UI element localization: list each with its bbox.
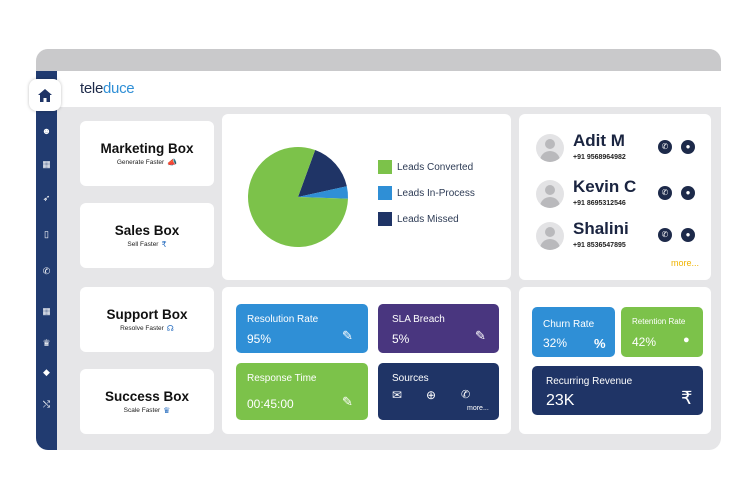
home-icon <box>38 88 52 102</box>
pie-slice-leads-in-process[interactable] <box>298 186 348 199</box>
churn-rate-tile[interactable]: Churn Rate 32% % <box>532 307 615 357</box>
legend-item-missed: Leads Missed <box>378 212 459 226</box>
legend-swatch <box>378 212 392 226</box>
box-subtitle: Generate Faster <box>116 158 165 166</box>
percent-icon: % <box>594 336 606 351</box>
email-icon[interactable]: ✉ <box>392 388 403 402</box>
mobile-icon[interactable]: ▯ <box>44 229 49 239</box>
contact-item[interactable]: Shalini +91 8536547895 ✆ ● <box>536 218 706 254</box>
app-logo[interactable]: teleduce <box>80 80 135 97</box>
tile-label: Response Time <box>247 373 317 384</box>
legend-item-in-process: Leads In-Process <box>378 186 475 200</box>
contact-phone: +91 9568964982 <box>573 154 626 161</box>
avatar <box>536 222 564 250</box>
contact-name: Shalini <box>573 219 629 238</box>
legend-label: Leads In-Process <box>397 187 475 199</box>
sla-breach-tile[interactable]: SLA Breach 5% ✎ <box>378 304 499 353</box>
trophy-icon[interactable]: ♛ <box>42 338 51 348</box>
tile-label: SLA Breach <box>392 314 445 325</box>
header-bar <box>57 71 721 107</box>
contact-name: Kevin C <box>573 177 637 196</box>
pie-slice-leads-missed[interactable] <box>298 150 347 197</box>
tile-label: Resolution Rate <box>247 314 319 325</box>
sources-more-link[interactable]: more... <box>467 405 489 412</box>
support-box-card[interactable]: Support Box Resolve Faster ☊ <box>80 287 214 352</box>
phone-icon[interactable]: ✆ <box>461 389 471 401</box>
box-title: Marketing Box <box>100 140 194 156</box>
box-subtitle: Scale Faster <box>123 406 161 414</box>
contact-phone: +91 8695312546 <box>573 200 626 207</box>
tile-value: 42% <box>632 335 657 349</box>
legend-swatch <box>378 160 392 174</box>
tile-label: Churn Rate <box>543 319 595 330</box>
leads-pie-chart <box>248 147 348 247</box>
ticket-icon: ✎ <box>342 394 353 409</box>
retention-rate-tile[interactable]: Retention Rate 42% ● <box>621 307 703 357</box>
tile-value: 95% <box>247 332 272 346</box>
rocket-icon[interactable]: ➶ <box>42 193 51 203</box>
box-subtitle: Sell Faster <box>127 240 159 248</box>
contact-name: Adit M <box>573 131 625 150</box>
sidebar: ☻ ▦ ➶ ▯ ✆ ▦ ♛ ◆ ⤭ <box>36 71 57 450</box>
contact-item[interactable]: Adit M +91 9568964982 ✆ ● <box>536 130 706 166</box>
chat-icon[interactable]: ● <box>681 186 695 200</box>
grid-icon[interactable]: ▦ <box>42 159 51 169</box>
tile-value: 00:45:00 <box>247 397 294 411</box>
legend-item-converted: Leads Converted <box>378 160 473 174</box>
contact-item[interactable]: Kevin C +91 8695312546 ✆ ● <box>536 176 706 212</box>
headset-icon: ☊ <box>166 323 174 333</box>
tile-label: Sources <box>392 373 429 384</box>
rupee-icon: ₹ <box>681 388 693 408</box>
ticket-icon: ✎ <box>475 328 486 343</box>
globe-icon[interactable]: ⊕ <box>426 388 437 402</box>
megaphone-icon: 📣 <box>167 157 178 167</box>
window-title-bar <box>36 49 721 71</box>
chat-icon[interactable]: ● <box>681 228 695 242</box>
box-title: Sales Box <box>114 222 180 238</box>
tile-label: Recurring Revenue <box>546 376 633 387</box>
tile-label: Retention Rate <box>632 317 686 326</box>
call-icon[interactable]: ✆ <box>658 228 672 242</box>
rupee-icon: ₹ <box>161 239 167 249</box>
pie-slice-leads-converted[interactable] <box>248 147 348 247</box>
tag-icon[interactable]: ◆ <box>43 367 50 377</box>
success-box-card[interactable]: Success Box Scale Faster ♛ <box>80 369 214 434</box>
contact-phone: +91 8536547895 <box>573 242 626 249</box>
sources-tile[interactable]: Sources ✉ ⊕ ✆ more... <box>378 363 499 420</box>
shuffle-icon[interactable]: ⤭ <box>42 399 51 409</box>
response-time-tile[interactable]: Response Time 00:45:00 ✎ <box>236 363 368 420</box>
avatar <box>536 134 564 162</box>
recurring-revenue-tile[interactable]: Recurring Revenue 23K ₹ <box>532 366 703 415</box>
box-subtitle: Resolve Faster <box>120 324 164 332</box>
sales-box-card[interactable]: Sales Box Sell Faster ₹ <box>80 203 214 268</box>
group-icon[interactable]: ☻ <box>41 126 52 136</box>
home-button[interactable] <box>29 79 61 111</box>
legend-label: Leads Missed <box>397 213 459 225</box>
trophy-icon: ♛ <box>163 405 171 415</box>
call-icon[interactable]: ✆ <box>658 186 672 200</box>
chat-icon[interactable]: ● <box>681 140 695 154</box>
apps-icon[interactable]: ▦ <box>42 306 51 316</box>
box-title: Support Box <box>106 306 188 322</box>
user-icon: ● <box>683 334 690 346</box>
tile-value: 32% <box>543 336 568 350</box>
tile-value: 5% <box>392 332 410 346</box>
contacts-more-link[interactable]: more... <box>671 258 700 268</box>
legend-swatch <box>378 186 392 200</box>
call-icon[interactable]: ✆ <box>658 140 672 154</box>
legend-label: Leads Converted <box>397 161 474 173</box>
tile-value: 23K <box>546 392 575 409</box>
box-title: Success Box <box>104 388 190 404</box>
resolution-rate-tile[interactable]: Resolution Rate 95% ✎ <box>236 304 368 353</box>
phone-icon[interactable]: ✆ <box>42 266 51 276</box>
marketing-box-card[interactable]: Marketing Box Generate Faster 📣 <box>80 121 214 186</box>
ticket-icon: ✎ <box>342 328 353 343</box>
avatar <box>536 180 564 208</box>
